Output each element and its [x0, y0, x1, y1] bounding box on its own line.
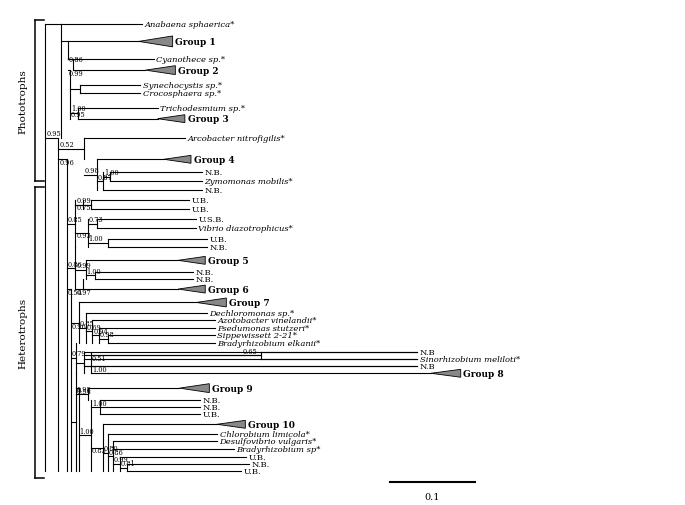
- Text: N.B.: N.B.: [205, 169, 223, 177]
- Text: Sinorhizobium meliloti*: Sinorhizobium meliloti*: [420, 355, 520, 363]
- Text: U.B.: U.B.: [192, 197, 210, 205]
- Text: Group 9: Group 9: [212, 384, 253, 393]
- Text: Sippewissett 2-21*: Sippewissett 2-21*: [217, 331, 297, 339]
- Text: Arcobacter nitrofigilis*: Arcobacter nitrofigilis*: [188, 135, 286, 143]
- Text: 0.95: 0.95: [47, 129, 61, 137]
- Text: U.B.: U.B.: [210, 235, 227, 243]
- Text: 1.00: 1.00: [88, 235, 103, 243]
- Text: 0.99: 0.99: [76, 261, 91, 269]
- Polygon shape: [158, 116, 185, 123]
- Polygon shape: [179, 384, 210, 393]
- Text: 0.93: 0.93: [76, 231, 91, 239]
- Text: Dechloromonas sp.*: Dechloromonas sp.*: [210, 309, 295, 317]
- Text: 1.00: 1.00: [104, 169, 119, 177]
- Text: 0.52: 0.52: [59, 141, 74, 148]
- Text: 0.99: 0.99: [114, 456, 128, 464]
- Text: 0.65: 0.65: [242, 347, 258, 356]
- Text: Group 7: Group 7: [229, 298, 270, 308]
- Text: 0.1: 0.1: [425, 492, 440, 501]
- Text: Bradyrhizobium sp*: Bradyrhizobium sp*: [236, 445, 321, 452]
- Text: Desulfovibrio vulgaris*: Desulfovibrio vulgaris*: [219, 437, 317, 445]
- Text: N.B.: N.B.: [203, 403, 221, 411]
- Text: N.B: N.B: [420, 363, 436, 371]
- Polygon shape: [431, 370, 461, 378]
- Text: U.S.B.: U.S.B.: [199, 216, 224, 224]
- Text: 0.87: 0.87: [97, 173, 112, 181]
- Text: Chlorobium limicola*: Chlorobium limicola*: [219, 430, 310, 438]
- Text: 0.96: 0.96: [59, 159, 74, 167]
- Text: 0.96: 0.96: [71, 323, 86, 331]
- Polygon shape: [145, 67, 175, 75]
- Text: 1.00: 1.00: [86, 268, 101, 275]
- Text: Group 1: Group 1: [175, 38, 216, 47]
- Text: N.B.: N.B.: [251, 460, 270, 468]
- Text: 0.99: 0.99: [68, 70, 84, 78]
- Text: 0.86: 0.86: [67, 260, 82, 268]
- Text: 0.79: 0.79: [71, 350, 86, 358]
- Text: Group 2: Group 2: [178, 67, 219, 75]
- Text: Group 3: Group 3: [188, 115, 228, 124]
- Polygon shape: [178, 257, 205, 265]
- Polygon shape: [197, 298, 226, 308]
- Text: Heterotrophs: Heterotrophs: [18, 297, 27, 369]
- Text: 0.94: 0.94: [93, 327, 108, 335]
- Text: 0.98: 0.98: [85, 166, 100, 174]
- Text: 0.81: 0.81: [121, 459, 135, 467]
- Text: 0.69: 0.69: [86, 323, 101, 331]
- Text: 1.00: 1.00: [92, 399, 106, 407]
- Text: 0.85: 0.85: [67, 215, 82, 223]
- Text: Cyanothece sp.*: Cyanothece sp.*: [156, 56, 225, 64]
- Text: 0.99: 0.99: [76, 197, 91, 205]
- Text: 0.75: 0.75: [76, 204, 91, 212]
- Text: Zymomonas mobilis*: Zymomonas mobilis*: [205, 178, 293, 186]
- Text: N.B.: N.B.: [210, 243, 227, 251]
- Text: 1.00: 1.00: [71, 105, 86, 112]
- Text: Phototrophs: Phototrophs: [18, 69, 27, 134]
- Text: Group 6: Group 6: [208, 285, 249, 294]
- Text: Psedumonas stutzeri*: Psedumonas stutzeri*: [217, 324, 310, 332]
- Text: Azotobacter vinelandii*: Azotobacter vinelandii*: [217, 317, 317, 325]
- Text: N.B: N.B: [420, 348, 436, 357]
- Text: 1.00: 1.00: [79, 427, 94, 435]
- Polygon shape: [178, 285, 205, 293]
- Text: Bradyrhizobium elkanii*: Bradyrhizobium elkanii*: [217, 339, 321, 347]
- Text: 0.54: 0.54: [67, 288, 82, 296]
- Text: Anabaena sphaerica*: Anabaena sphaerica*: [145, 21, 235, 29]
- Text: 0.80: 0.80: [104, 444, 119, 452]
- Text: 0.73: 0.73: [88, 216, 103, 224]
- Text: 0.83: 0.83: [92, 446, 107, 454]
- Text: 0.54: 0.54: [77, 387, 92, 395]
- Text: Group 8: Group 8: [464, 369, 504, 378]
- Text: 0.97: 0.97: [76, 288, 91, 296]
- Text: 0.98: 0.98: [77, 386, 92, 393]
- Text: Group 5: Group 5: [208, 257, 249, 265]
- Text: 0.86: 0.86: [109, 448, 123, 456]
- Text: N.B.: N.B.: [196, 268, 214, 276]
- Text: U.B.: U.B.: [243, 468, 261, 475]
- Text: Synechocystis sp.*: Synechocystis sp.*: [142, 82, 222, 90]
- Text: 0.51: 0.51: [92, 355, 107, 363]
- Text: 0.98: 0.98: [100, 331, 114, 339]
- Text: U.B.: U.B.: [249, 452, 266, 461]
- Text: U.B.: U.B.: [203, 411, 220, 419]
- Polygon shape: [138, 37, 173, 48]
- Text: Vibrio diazotrophicus*: Vibrio diazotrophicus*: [199, 225, 293, 233]
- Text: Crocosphaera sp.*: Crocosphaera sp.*: [142, 90, 221, 98]
- Polygon shape: [217, 421, 245, 428]
- Text: N.B.: N.B.: [205, 187, 223, 194]
- Polygon shape: [164, 156, 191, 164]
- Text: Group 10: Group 10: [248, 420, 295, 429]
- Text: N.B.: N.B.: [196, 276, 214, 284]
- Text: 0.85: 0.85: [79, 320, 95, 328]
- Text: 1.00: 1.00: [92, 365, 106, 373]
- Text: Group 4: Group 4: [194, 156, 234, 165]
- Text: 0.95: 0.95: [71, 111, 86, 119]
- Text: Trichodesmium sp.*: Trichodesmium sp.*: [160, 105, 245, 113]
- Text: U.B.: U.B.: [192, 206, 210, 214]
- Text: 0.86: 0.86: [68, 57, 84, 64]
- Text: N.B.: N.B.: [203, 396, 221, 403]
